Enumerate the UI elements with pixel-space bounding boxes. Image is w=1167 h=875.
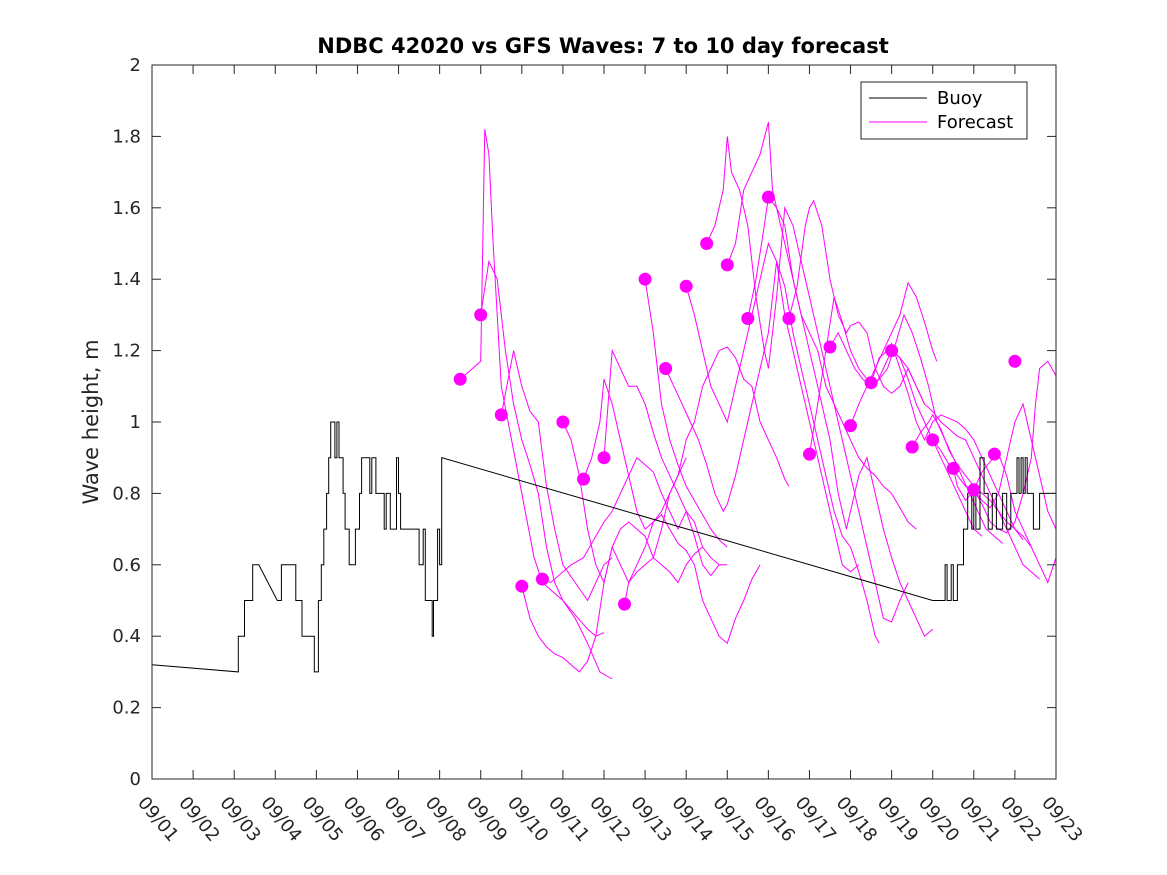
x-tick-label: 09/06 xyxy=(339,793,388,846)
x-tick-label: 09/03 xyxy=(215,793,264,846)
forecast-marker-13 xyxy=(700,237,714,250)
y-tick-label: 2 xyxy=(130,55,141,76)
forecast-marker-24 xyxy=(926,433,940,447)
forecast-trace-7 xyxy=(583,379,761,645)
x-tick-label: 09/11 xyxy=(544,793,593,846)
forecast-trace-21 xyxy=(891,350,1040,580)
forecast-marker-17 xyxy=(782,312,796,325)
x-tick-label: 09/18 xyxy=(832,793,881,846)
forecast-marker-28 xyxy=(1008,354,1022,368)
legend: Buoy Forecast xyxy=(860,81,1028,140)
legend-box xyxy=(860,81,1028,140)
y-tick-label: 0.4 xyxy=(112,626,141,647)
x-tick-label: 09/04 xyxy=(256,793,305,846)
x-tick-label: 09/02 xyxy=(174,793,223,846)
forecast-marker-2 xyxy=(474,308,488,322)
forecast-marker-20 xyxy=(844,419,857,433)
x-tick-label: 09/16 xyxy=(750,793,799,846)
forecast-marker-3 xyxy=(494,408,508,422)
forecast-marker-4 xyxy=(515,579,529,593)
forecast-marker-22 xyxy=(885,344,899,358)
y-tick-label: 0 xyxy=(130,769,141,790)
forecast-marker-1 xyxy=(453,372,467,386)
y-tick-label: 1.2 xyxy=(112,341,141,362)
x-tick-label: 09/10 xyxy=(503,793,552,846)
forecast-trace-12 xyxy=(685,241,880,644)
y-tick-label: 1 xyxy=(130,412,141,433)
forecast-marker-12 xyxy=(679,279,693,293)
x-tick-label: 09/19 xyxy=(873,793,922,846)
forecast-trace-13 xyxy=(706,136,909,623)
forecast-marker-19 xyxy=(823,340,837,354)
chart-title: NDBC 42020 vs GFS Waves: 7 to 10 day for… xyxy=(317,34,888,58)
forecast-trace-3 xyxy=(500,350,613,602)
legend-buoy-label: Buoy xyxy=(937,88,983,109)
forecast-marker-16 xyxy=(761,190,775,204)
x-tick-label: 09/14 xyxy=(667,793,716,846)
forecast-marker-11 xyxy=(659,362,673,375)
forecast-marker-23 xyxy=(905,440,919,454)
forecast-marker-27 xyxy=(987,447,1001,461)
forecast-trace-6 xyxy=(562,421,687,585)
forecast-marker-8 xyxy=(597,451,611,465)
forecast-markers xyxy=(453,190,1022,611)
y-tick-label: 1.8 xyxy=(112,126,141,147)
x-tick-label: 09/09 xyxy=(462,793,511,846)
legend-forecast-label: Forecast xyxy=(937,112,1013,133)
y-tick-label: 0.2 xyxy=(112,698,141,719)
x-tick-label: 09/07 xyxy=(380,793,429,846)
forecast-trace-5 xyxy=(542,456,720,584)
forecast-marker-15 xyxy=(741,312,755,325)
forecast-marker-26 xyxy=(967,483,981,497)
forecast-trace-16 xyxy=(788,199,925,405)
forecast-trace-25 xyxy=(973,360,1057,534)
x-tick-label: 09/22 xyxy=(996,793,1045,846)
plot-area xyxy=(152,65,1056,779)
forecast-trace-19 xyxy=(850,281,938,426)
y-tick-label: 0.8 xyxy=(112,483,141,504)
forecast-marker-10 xyxy=(638,272,652,286)
forecast-marker-14 xyxy=(720,258,734,272)
x-tick-label: 09/08 xyxy=(421,793,470,846)
x-tick-label: 09/13 xyxy=(626,793,675,846)
forecast-trace-1 xyxy=(459,129,605,637)
forecast-marker-9 xyxy=(618,597,631,611)
x-tick-label: 09/05 xyxy=(298,793,347,846)
x-tick-label: 09/15 xyxy=(708,793,757,846)
forecast-marker-7 xyxy=(577,472,590,486)
buoy-series xyxy=(151,421,1056,673)
buoy-line xyxy=(151,421,1056,673)
forecast-trace-14 xyxy=(726,121,934,638)
x-tick-label: 09/21 xyxy=(955,793,1004,846)
forecast-trace-15 xyxy=(747,195,917,530)
forecast-marker-5 xyxy=(535,572,549,586)
y-axis: 0 0.2 0.4 0.6 0.8 1 1.2 1.4 1.6 1.8 2 xyxy=(112,55,1056,790)
forecast-trace-8 xyxy=(603,348,728,566)
forecast-trace-11 xyxy=(665,261,860,573)
forecast-marker-18 xyxy=(803,447,816,461)
forecast-trace-9 xyxy=(624,346,790,605)
forecast-marker-21 xyxy=(864,376,878,390)
x-tick-label: 09/23 xyxy=(1037,793,1086,846)
y-tick-label: 1.4 xyxy=(112,269,141,290)
x-tick-label: 09/20 xyxy=(914,793,963,846)
x-tick-label: 09/17 xyxy=(791,793,840,846)
forecast-series xyxy=(459,121,1057,680)
forecast-marker-6 xyxy=(556,415,570,429)
x-tick-label: 09/01 xyxy=(133,793,182,846)
forecast-trace-10 xyxy=(644,279,728,548)
forecast-trace-24 xyxy=(952,453,1057,584)
y-tick-label: 0.6 xyxy=(112,555,141,576)
forecast-marker-25 xyxy=(946,461,960,475)
y-tick-label: 1.6 xyxy=(112,198,141,219)
x-tick-label: 09/12 xyxy=(585,793,634,846)
forecast-trace-2 xyxy=(480,259,613,680)
y-axis-label: Wave height, m xyxy=(79,339,103,504)
